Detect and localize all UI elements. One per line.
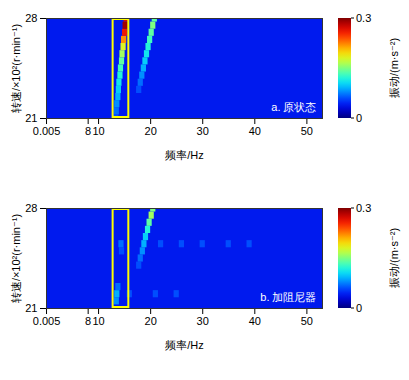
svg-text:40: 40	[249, 125, 261, 137]
svg-text:40: 40	[249, 315, 261, 327]
svg-text:a. 原状态: a. 原状态	[271, 101, 316, 113]
svg-text:10: 10	[92, 315, 104, 327]
svg-text:振动/(m·s⁻²): 振动/(m·s⁻²)	[388, 38, 400, 98]
svg-text:b. 加阻尼器: b. 加阻尼器	[260, 291, 316, 303]
svg-text:10: 10	[92, 125, 104, 137]
svg-text:转速/×10²(r·min⁻¹): 转速/×10²(r·min⁻¹)	[10, 24, 22, 113]
svg-text:28: 28	[25, 12, 37, 24]
svg-text:50: 50	[301, 125, 313, 137]
svg-text:频率/Hz: 频率/Hz	[165, 149, 204, 161]
svg-text:转速/×10²(r·min⁻¹): 转速/×10²(r·min⁻¹)	[10, 214, 22, 303]
svg-text:30: 30	[197, 125, 209, 137]
svg-text:0.3: 0.3	[356, 202, 371, 214]
svg-text:20: 20	[145, 125, 157, 137]
svg-text:21: 21	[25, 112, 37, 124]
svg-text:21: 21	[25, 302, 37, 314]
svg-text:8: 8	[85, 125, 91, 137]
svg-text:0: 0	[356, 112, 362, 124]
svg-text:0: 0	[356, 302, 362, 314]
svg-text:频率/Hz: 频率/Hz	[165, 339, 204, 351]
svg-text:0.005: 0.005	[33, 315, 61, 327]
svg-text:8: 8	[85, 315, 91, 327]
svg-text:0.005: 0.005	[33, 125, 61, 137]
svg-text:50: 50	[301, 315, 313, 327]
svg-text:0.3: 0.3	[356, 12, 371, 24]
svg-text:振动/(m·s⁻²): 振动/(m·s⁻²)	[388, 228, 400, 288]
svg-text:30: 30	[197, 315, 209, 327]
svg-text:20: 20	[145, 315, 157, 327]
svg-text:28: 28	[25, 202, 37, 214]
